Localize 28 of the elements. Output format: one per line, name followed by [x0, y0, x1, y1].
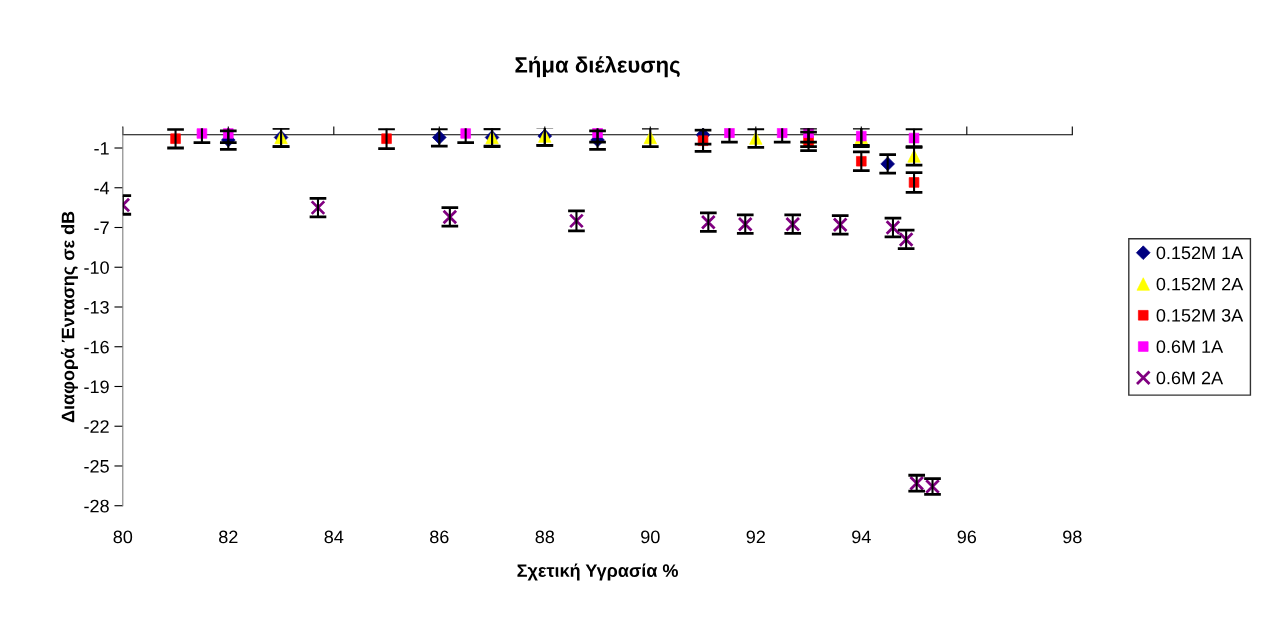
- y-tick-label: -16: [84, 340, 109, 354]
- y-axis-title: Διαφορά Έντασης σε dB: [60, 211, 78, 423]
- x-tick-label: 90: [641, 530, 660, 544]
- x-tick-label: 82: [219, 530, 238, 544]
- x-tick-label: 92: [746, 530, 765, 544]
- y-tick-label: -22: [84, 420, 109, 433]
- y-tick-label: -4: [94, 181, 110, 195]
- x-tick-label: 80: [113, 530, 133, 544]
- chart-title: Σήμα διέλευσης: [515, 55, 680, 78]
- y-tick-label: -1: [94, 142, 109, 155]
- y-tick-label: -13: [84, 300, 109, 314]
- x-tick-label: 96: [957, 530, 977, 544]
- legend-label: 0.152M 2A: [1156, 277, 1244, 291]
- y-tick-label: -25: [84, 459, 109, 473]
- legend-label: 0.152M 1A: [1156, 246, 1244, 260]
- x-tick-label: 98: [1063, 530, 1082, 544]
- y-tick-label: -7: [94, 221, 109, 235]
- y-tick-label: -10: [84, 261, 109, 274]
- legend-label: 0.6M 1A: [1156, 340, 1224, 354]
- x-axis-title: Σχετική Υγρασία %: [517, 563, 678, 581]
- x-tick-label: 86: [430, 530, 449, 544]
- x-tick-label: 88: [535, 530, 555, 544]
- x-tick-label: 94: [852, 530, 871, 544]
- x-tick-label: 84: [324, 530, 344, 544]
- y-tick-label: -19: [84, 380, 109, 394]
- legend-label: 0.6M 2A: [1156, 371, 1224, 385]
- y-tick-label: -28: [84, 499, 109, 513]
- legend-label: 0.152M 3A: [1156, 308, 1244, 322]
